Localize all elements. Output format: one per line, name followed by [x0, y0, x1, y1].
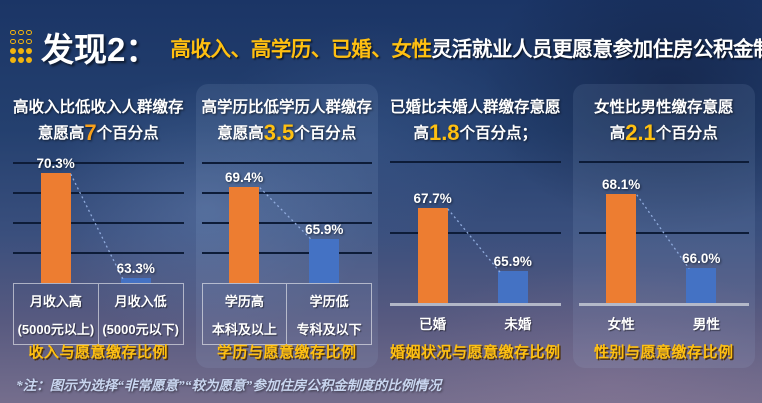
dot	[10, 29, 16, 36]
bar-value-label: 65.9%	[305, 222, 344, 238]
title-highlight-number: 2.1	[625, 120, 656, 145]
bar-value-label: 65.9%	[493, 254, 532, 270]
gridline	[13, 161, 184, 164]
bar-value-label: 69.4%	[224, 169, 264, 185]
bar-chart-plot: 68.1% 66.0%	[578, 155, 749, 306]
bar-value-label: 67.7%	[413, 190, 452, 206]
category-label-box: 学历高 本科及以上 学历低 专科及以下	[201, 283, 372, 345]
category-label: 学历低 专科及以下	[286, 284, 371, 344]
dot	[26, 56, 32, 63]
gridline	[13, 221, 184, 224]
dot	[18, 47, 24, 54]
chart-panel: 女性比男性缴存意愿 高2.1个百分点 68.1% 66.0% 女性 男性性别与愿意缴存比例	[572, 84, 755, 368]
dot	[26, 29, 32, 36]
chart-caption: 学历与愿意缴存比例	[216, 344, 357, 361]
dot	[18, 38, 24, 45]
dot	[26, 38, 32, 45]
category-label: 月收入高 (5000元以上)	[17, 293, 95, 337]
bar-value-label: 63.3%	[116, 261, 155, 277]
bar-high	[606, 193, 637, 303]
gridline	[201, 191, 372, 194]
subtitle-highlight: 高收入、高学历、已婚、女性	[170, 38, 432, 61]
chart-panel: 高收入比低收入人群缴存 意愿高7个百分点 70.3% 63.3% 月收入高 (5000元以…	[7, 84, 190, 368]
bar-high	[229, 186, 260, 283]
bar-chart-plot: 70.3% 63.3%	[13, 155, 184, 283]
bar-low	[686, 267, 717, 303]
category-label-row: 女性 男性	[579, 306, 750, 333]
gridline	[390, 231, 561, 234]
finding-subtitle: 高收入、高学历、已婚、女性灵活就业人员更愿意参加住房公积金制度	[170, 32, 762, 62]
chart-panel: 已婚比未婚人群缴存意愿 高1.8个百分点； 67.7% 65.9% 已婚 未婚婚姻状况与愿…	[384, 84, 567, 368]
gridline	[201, 161, 372, 164]
dot	[26, 47, 32, 54]
gridline	[13, 251, 184, 254]
bar-high	[417, 207, 448, 303]
finding-title: 发现2：	[41, 31, 159, 68]
dot-grid-icon	[10, 29, 33, 65]
gridline	[201, 251, 372, 254]
dot	[18, 29, 24, 36]
category-label: 已婚	[419, 317, 447, 332]
category-label: 月收入低 (5000元以下)	[97, 284, 183, 344]
category-label: 学历高 本科及以上	[211, 293, 277, 337]
bar-low	[497, 271, 528, 303]
panel-title: 高收入比低收入人群缴存 意愿高7个百分点	[12, 99, 184, 145]
bar-chart-plot: 69.4% 65.9%	[201, 155, 372, 283]
category-label: 男性	[692, 317, 720, 332]
slide-header: 发现2： 高收入、高学历、已婚、女性灵活就业人员更愿意参加住房公积金制度	[8, 24, 762, 70]
title-highlight-number: 1.8	[428, 120, 460, 145]
dot	[10, 47, 16, 54]
category-label-box: 月收入高 (5000元以上) 月收入低 (5000元以下)	[13, 283, 184, 345]
category-label: 未婚	[504, 317, 532, 332]
gridline	[390, 161, 561, 164]
dot	[10, 56, 16, 63]
subtitle-rest: 灵活就业人员更愿意参加住房公积金制度	[431, 38, 762, 61]
panel-title: 高学历比低学历人群缴存 意愿高3.5个百分点	[201, 99, 372, 145]
title-highlight-number: 3.5	[263, 120, 295, 145]
bar-low	[309, 239, 340, 283]
chart-panel: 高学历比低学历人群缴存 意愿高3.5个百分点 69.4% 65.9% 学历高 本科及以上学…	[195, 84, 378, 368]
bar-value-label: 70.3%	[36, 156, 75, 172]
footnote: *注：图示为选择“非常愿意”“较为愿意”参加住房公积金制度的比例情况	[16, 378, 442, 393]
dot	[18, 56, 24, 63]
bar-low	[120, 278, 151, 283]
category-label: 女性	[607, 317, 635, 332]
gridline	[578, 161, 749, 164]
bar-chart-plot: 67.7% 65.9%	[390, 155, 561, 306]
gridline	[578, 231, 749, 234]
chart-caption: 婚姻状况与愿意缴存比例	[389, 344, 561, 361]
chart-panels-row: 高收入比低收入人群缴存 意愿高7个百分点 70.3% 63.3% 月收入高 (5000元以…	[7, 84, 755, 368]
panel-title: 女性比男性缴存意愿 高2.1个百分点	[593, 99, 734, 145]
chart-caption: 收入与愿意缴存比例	[28, 344, 168, 361]
chart-caption: 性别与愿意缴存比例	[593, 344, 734, 361]
bar-value-label: 66.0%	[682, 250, 721, 266]
category-label-row: 已婚 未婚	[390, 306, 561, 333]
panel-title: 已婚比未婚人群缴存意愿 高1.8个百分点；	[389, 99, 561, 145]
dot	[10, 38, 16, 45]
connector-line	[447, 208, 501, 273]
bar-high	[40, 173, 71, 283]
title-highlight-number: 7	[84, 120, 97, 145]
bar-value-label: 68.1%	[601, 176, 641, 192]
gridline	[13, 191, 184, 194]
